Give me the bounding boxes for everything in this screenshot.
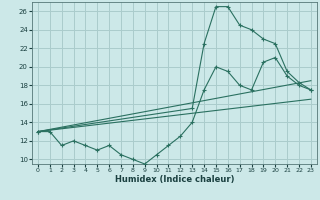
- X-axis label: Humidex (Indice chaleur): Humidex (Indice chaleur): [115, 175, 234, 184]
